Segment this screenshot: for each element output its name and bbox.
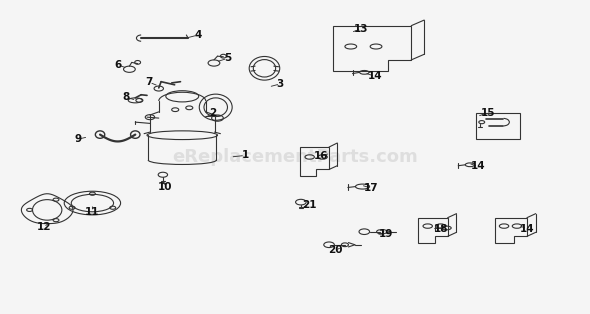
Text: 13: 13 xyxy=(354,24,369,34)
Text: 10: 10 xyxy=(158,182,172,192)
Text: 18: 18 xyxy=(434,224,448,234)
Text: 3: 3 xyxy=(277,79,284,89)
Text: 9: 9 xyxy=(74,134,81,144)
Text: 7: 7 xyxy=(146,77,153,87)
Text: 16: 16 xyxy=(314,151,328,161)
Text: 2: 2 xyxy=(209,108,217,118)
Text: 17: 17 xyxy=(364,183,379,193)
Text: 20: 20 xyxy=(327,245,342,255)
Text: 14: 14 xyxy=(520,224,535,234)
Text: 12: 12 xyxy=(37,222,51,232)
Text: 5: 5 xyxy=(224,53,231,63)
Text: 15: 15 xyxy=(480,108,495,118)
Text: 8: 8 xyxy=(123,92,130,102)
Text: 19: 19 xyxy=(379,229,393,239)
Text: 14: 14 xyxy=(471,161,486,171)
Text: 6: 6 xyxy=(114,60,122,70)
Bar xyxy=(476,113,520,139)
Text: 4: 4 xyxy=(195,30,202,40)
Text: 21: 21 xyxy=(302,200,316,210)
Text: 1: 1 xyxy=(241,150,249,160)
Text: eReplacementParts.com: eReplacementParts.com xyxy=(172,148,418,166)
Text: 11: 11 xyxy=(85,207,100,217)
Text: 14: 14 xyxy=(368,71,382,81)
